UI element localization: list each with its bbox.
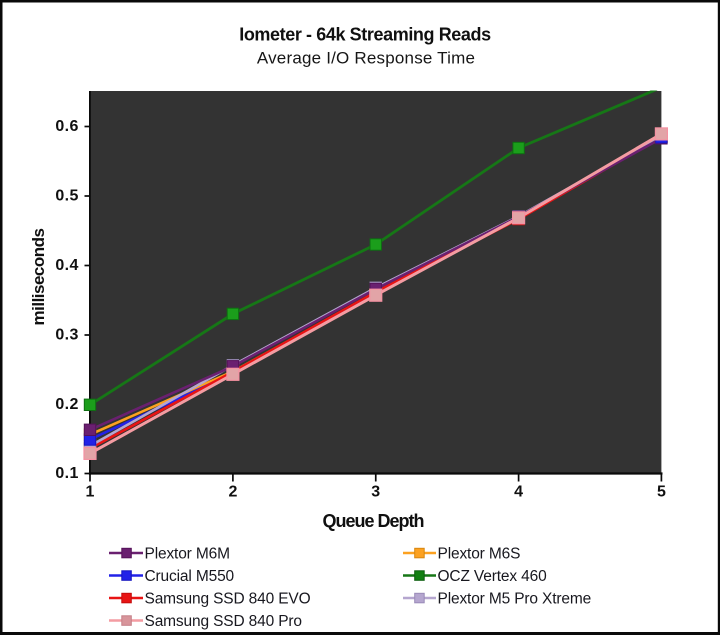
svg-text:Plextor M6M: Plextor M6M xyxy=(145,546,230,563)
svg-text:4: 4 xyxy=(514,483,523,500)
svg-text:Plextor M6S: Plextor M6S xyxy=(438,546,521,563)
svg-text:0.2: 0.2 xyxy=(55,396,78,413)
svg-text:0.6: 0.6 xyxy=(55,118,78,135)
svg-text:OCZ Vertex 460: OCZ Vertex 460 xyxy=(438,568,548,585)
svg-text:0.5: 0.5 xyxy=(55,187,78,204)
svg-text:1: 1 xyxy=(86,483,95,500)
svg-text:Average I/O Response Time: Average I/O Response Time xyxy=(257,49,475,68)
svg-text:0.4: 0.4 xyxy=(55,257,78,274)
svg-text:Crucial M550: Crucial M550 xyxy=(145,568,235,585)
svg-text:Iometer - 64k Streaming Reads: Iometer - 64k Streaming Reads xyxy=(239,25,491,45)
svg-text:3: 3 xyxy=(371,483,380,500)
svg-text:0.3: 0.3 xyxy=(55,326,78,343)
svg-text:Plextor M5 Pro Xtreme: Plextor M5 Pro Xtreme xyxy=(438,591,592,608)
svg-text:0.1: 0.1 xyxy=(55,465,78,482)
svg-text:milliseconds: milliseconds xyxy=(29,228,48,325)
svg-text:Samsung SSD 840 Pro: Samsung SSD 840 Pro xyxy=(145,613,302,630)
svg-text:2: 2 xyxy=(228,483,237,500)
svg-text:5: 5 xyxy=(657,483,666,500)
svg-text:Queue Depth: Queue Depth xyxy=(322,511,423,531)
svg-text:Samsung SSD 840 EVO: Samsung SSD 840 EVO xyxy=(145,591,311,608)
